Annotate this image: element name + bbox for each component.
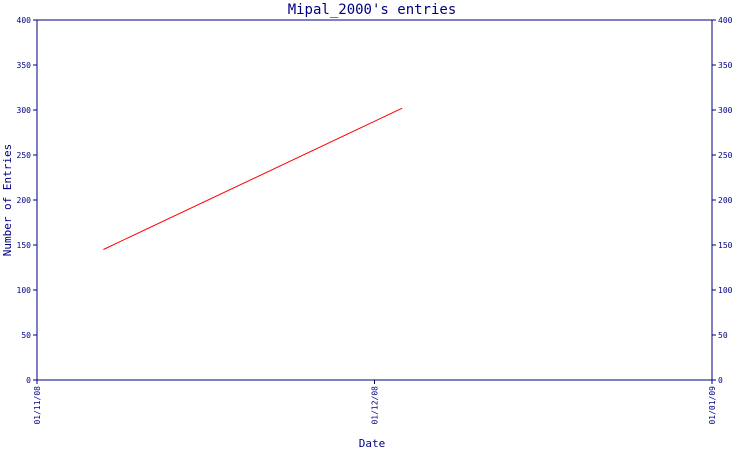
x-axis: 01/11/08 01/12/08 01/01/09 xyxy=(33,380,717,425)
y-tick-label-right: 300 xyxy=(718,106,733,115)
y-tick-label-right: 50 xyxy=(718,331,728,340)
y-tick-label-left: 100 xyxy=(17,286,32,295)
y-tick-label-left: 200 xyxy=(17,196,32,205)
plot-frame xyxy=(36,19,713,381)
y-tick-label-left: 350 xyxy=(17,61,32,70)
y-axis-left: 0 50 100 150 200 250 300 350 400 xyxy=(17,16,37,385)
y-tick-label-left: 250 xyxy=(17,151,32,160)
x-axis-label: Date xyxy=(359,437,386,450)
y-tick-label-left: 50 xyxy=(21,331,31,340)
y-tick-label-left: 400 xyxy=(17,16,32,25)
y-tick-label-left: 0 xyxy=(26,376,31,385)
x-tick-label: 01/12/08 xyxy=(371,386,380,425)
x-tick-label: 01/11/08 xyxy=(33,386,42,425)
y-tick-label-right: 350 xyxy=(718,61,733,70)
chart-title: Mipal_2000's entries xyxy=(288,2,457,18)
y-axis-label: Number of Entries xyxy=(1,144,14,257)
series-layer xyxy=(103,107,403,250)
y-tick-label-left: 150 xyxy=(17,241,32,250)
y-tick-label-right: 200 xyxy=(718,196,733,205)
series-line-0 xyxy=(103,107,403,250)
y-tick-label-left: 300 xyxy=(17,106,32,115)
y-tick-label-right: 400 xyxy=(718,16,733,25)
y-axis-right: 0 50 100 150 200 250 300 350 400 xyxy=(712,16,733,385)
x-tick-label: 01/01/09 xyxy=(708,386,717,425)
y-tick-label-right: 0 xyxy=(718,376,723,385)
y-tick-label-right: 150 xyxy=(718,241,733,250)
y-tick-label-right: 250 xyxy=(718,151,733,160)
y-tick-label-right: 100 xyxy=(718,286,733,295)
